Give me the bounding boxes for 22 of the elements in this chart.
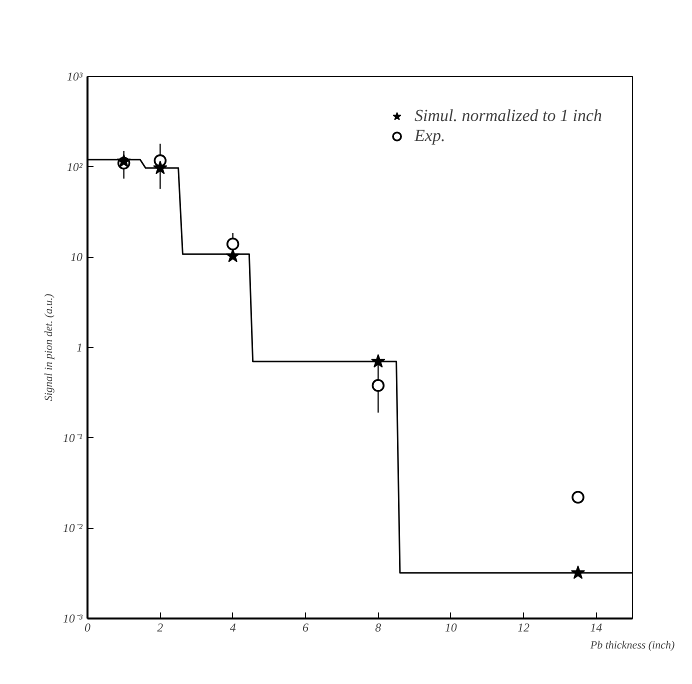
point: [572, 490, 584, 504]
x-tick-label: 4: [230, 620, 236, 634]
x-tick-label: 6: [302, 620, 308, 634]
y-tick-label: 10⁻²: [62, 521, 83, 536]
x-tick-label: 0: [84, 620, 90, 634]
y-tick-label: 10: [70, 250, 82, 264]
point: [372, 379, 385, 392]
y-tick-label: 10³: [66, 70, 83, 84]
x-tick-label: 14: [590, 620, 602, 634]
x-tick-label: 8: [375, 620, 382, 634]
x-tick-label: 12: [518, 620, 530, 634]
legend-label: Exp.: [414, 126, 446, 146]
y-tick-label: 1: [76, 340, 82, 354]
y-tick-label: 10⁻³: [62, 612, 83, 626]
x-tick-label: 2: [157, 620, 164, 634]
legend-label: Simul. normalized to 1 inch: [414, 106, 602, 126]
x-axis-title: Pb thickness (inch): [589, 640, 675, 652]
point: [226, 238, 240, 250]
y-tick-label: 10²: [66, 160, 83, 174]
y-axis-title: Signal in pion det. (a.u.): [42, 294, 55, 402]
x-tick-label: 10: [444, 620, 457, 634]
y-tick-label: 10⁻¹: [62, 430, 83, 445]
